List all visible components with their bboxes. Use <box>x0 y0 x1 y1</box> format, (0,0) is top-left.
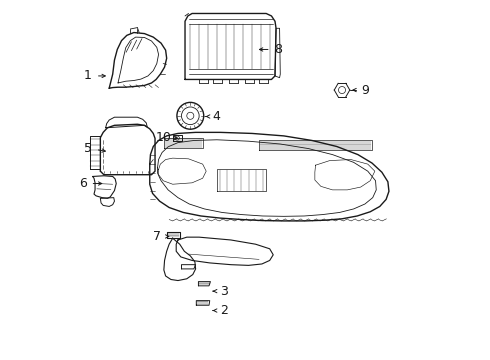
Text: 10: 10 <box>156 131 172 144</box>
Text: 9: 9 <box>361 84 369 96</box>
Text: 4: 4 <box>213 110 220 123</box>
Text: 3: 3 <box>220 285 228 298</box>
Text: 2: 2 <box>220 304 228 317</box>
Text: 7: 7 <box>153 230 161 243</box>
Text: 5: 5 <box>84 142 92 155</box>
Text: 6: 6 <box>79 177 87 190</box>
Text: 8: 8 <box>274 43 283 56</box>
Text: 1: 1 <box>84 69 92 82</box>
